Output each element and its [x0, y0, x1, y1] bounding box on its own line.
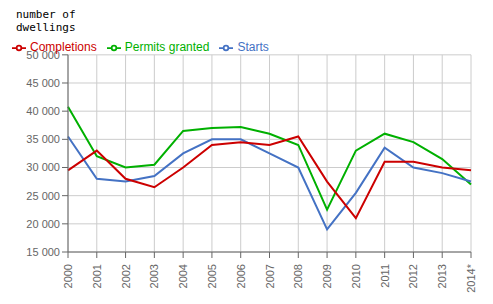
svg-text:2007: 2007 [264, 264, 276, 288]
svg-text:2008: 2008 [292, 264, 304, 288]
svg-text:2003: 2003 [148, 264, 160, 288]
svg-text:45 000: 45 000 [26, 77, 60, 89]
svg-text:2013: 2013 [436, 264, 448, 288]
svg-text:40 000: 40 000 [26, 105, 60, 117]
svg-text:15 000: 15 000 [26, 246, 60, 258]
svg-text:2005: 2005 [206, 264, 218, 288]
svg-text:2014*: 2014* [465, 263, 477, 292]
svg-text:2000: 2000 [62, 264, 74, 288]
svg-text:2011: 2011 [379, 264, 391, 288]
svg-text:2010: 2010 [350, 264, 362, 288]
svg-text:30 000: 30 000 [26, 161, 60, 173]
svg-text:20 000: 20 000 [26, 218, 60, 230]
svg-text:50 000: 50 000 [26, 49, 60, 61]
svg-text:2001: 2001 [91, 264, 103, 288]
svg-text:2009: 2009 [321, 264, 333, 288]
svg-text:2002: 2002 [120, 264, 132, 288]
svg-text:25 000: 25 000 [26, 190, 60, 202]
svg-text:35 000: 35 000 [26, 133, 60, 145]
svg-text:2004: 2004 [177, 264, 189, 288]
svg-text:2006: 2006 [235, 264, 247, 288]
svg-text:2012: 2012 [407, 264, 419, 288]
